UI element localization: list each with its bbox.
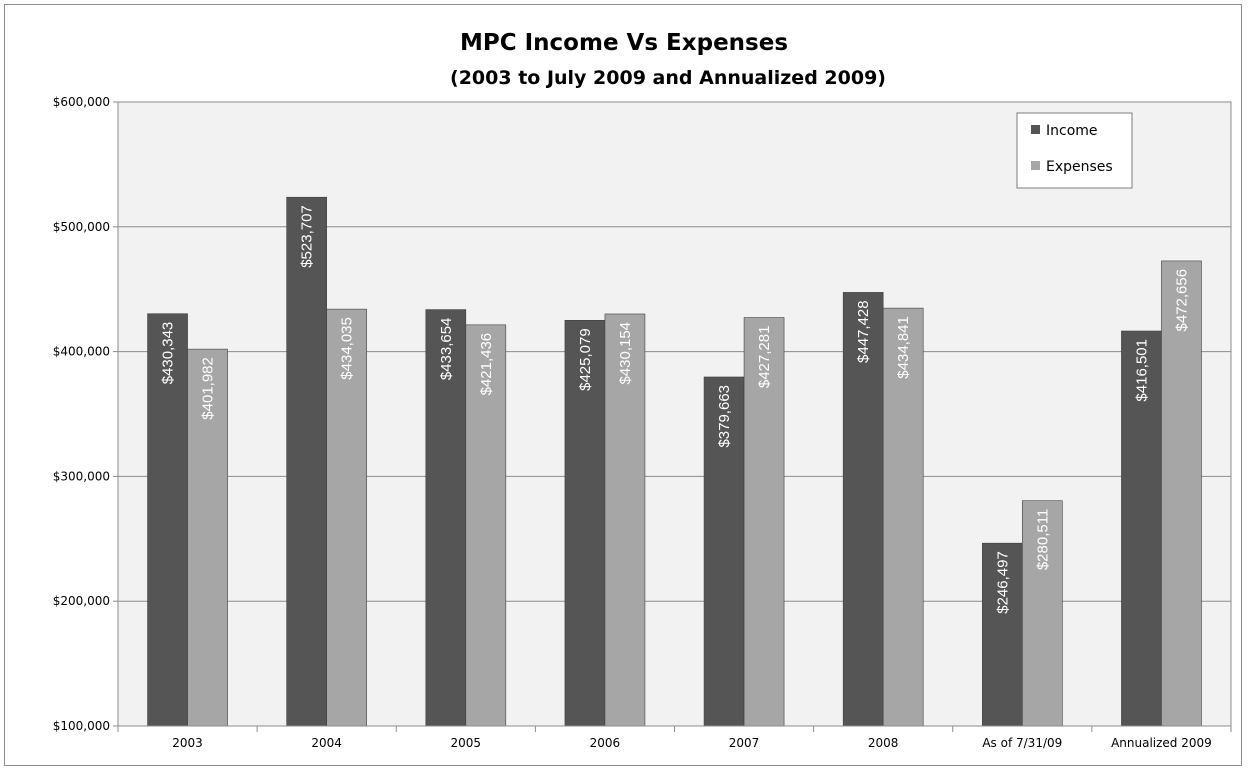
x-tick-label: 2006 <box>590 736 621 750</box>
data-label-income: $430,343 <box>160 322 177 385</box>
bar-expenses <box>326 308 367 727</box>
chart-subtitle: (2003 to July 2009 and Annualized 2009) <box>450 67 886 89</box>
data-labels: $430,343 $401,982 $523,707 $434,035 $433,654… <box>160 205 1191 614</box>
bar-expenses <box>743 317 785 727</box>
axes: $100,000 $200,000 $300,000 $400,000 $500,000… <box>53 95 1232 750</box>
bar-income <box>703 376 745 727</box>
y-tick-label: $200,000 <box>53 594 110 608</box>
x-tick-label: 2007 <box>729 736 760 750</box>
data-label-income: $523,707 <box>299 205 316 268</box>
data-label-income: $433,654 <box>438 318 455 381</box>
data-label-expenses: $430,154 <box>617 322 634 385</box>
x-tick-label: As of 7/31/09 <box>982 736 1062 750</box>
legend: Income Expenses <box>1016 112 1133 189</box>
x-tick-label: Annualized 2009 <box>1111 736 1212 750</box>
bar-income <box>1121 330 1162 727</box>
bar-expenses <box>1022 500 1063 727</box>
legend-swatch-income <box>1031 125 1040 134</box>
bar-income <box>425 309 467 727</box>
data-label-expenses: $280,511 <box>1034 509 1051 570</box>
bars <box>147 196 1202 727</box>
data-label-income: $425,079 <box>577 328 594 391</box>
bar-expenses <box>604 313 646 727</box>
legend-label-income: Income <box>1046 123 1098 139</box>
data-label-income: $416,501 <box>1133 339 1150 402</box>
legend-label-expenses: Expenses <box>1046 159 1113 175</box>
x-tick-label: 2003 <box>172 736 203 750</box>
y-tick-label: $400,000 <box>53 345 110 359</box>
bar-income <box>286 196 327 727</box>
data-label-expenses: $401,982 <box>200 357 217 420</box>
bar-expenses <box>187 348 228 727</box>
data-label-expenses: $421,436 <box>478 333 495 396</box>
x-tick-label: 2005 <box>451 736 482 750</box>
x-tick-label: 2004 <box>311 736 342 750</box>
data-label-income: $379,663 <box>716 385 733 448</box>
chart-title: MPC Income Vs Expenses <box>460 30 788 56</box>
data-label-income: $447,428 <box>855 300 872 363</box>
legend-swatch-expenses <box>1031 161 1040 170</box>
y-tick-label: $300,000 <box>53 469 110 483</box>
data-label-income: $246,497 <box>994 551 1011 614</box>
data-label-expenses: $472,656 <box>1173 269 1190 332</box>
bar-expenses <box>1161 260 1202 727</box>
data-label-expenses: $434,841 <box>895 316 912 379</box>
plot-area <box>117 101 1232 727</box>
bar-income <box>982 542 1023 727</box>
y-tick-label: $100,000 <box>53 719 110 733</box>
bar-expenses <box>465 324 507 727</box>
data-label-expenses: $427,281 <box>756 326 773 389</box>
bar-expenses <box>882 307 924 727</box>
x-tick-label: 2008 <box>868 736 899 750</box>
data-label-expenses: $434,035 <box>339 317 356 380</box>
y-tick-label: $500,000 <box>53 220 110 234</box>
y-tick-label: $600,000 <box>53 95 110 109</box>
